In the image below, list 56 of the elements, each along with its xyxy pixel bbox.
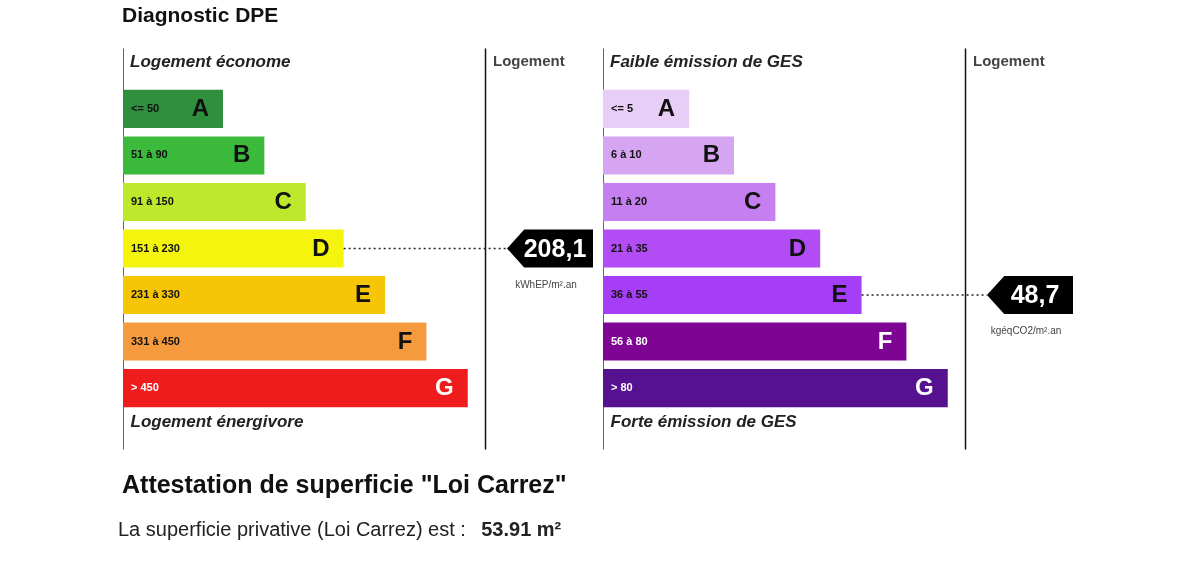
text: La superficie privative (Loi Carrez) est : xyxy=(118,518,466,540)
y-tick-label: G xyxy=(915,373,934,401)
annotation: 48,7 xyxy=(1010,280,1060,309)
bar xyxy=(123,136,265,175)
y-tick-label: A xyxy=(657,93,676,121)
bar xyxy=(603,89,690,129)
y-tick-label: D xyxy=(788,233,807,261)
y-tick-label: B xyxy=(233,140,251,168)
annotation: 21 à 35 xyxy=(611,241,648,254)
bar xyxy=(123,275,386,315)
bar xyxy=(123,229,344,268)
bar xyxy=(123,89,223,129)
y-tick-label: B xyxy=(702,140,721,168)
text: kgéqCO2/m².an xyxy=(990,325,1062,337)
annotation: 331 à 450 xyxy=(131,334,180,347)
y-tick-label: C xyxy=(274,186,292,214)
y-tick-label: C xyxy=(744,186,762,214)
x-axis-title: Forte émission de GES xyxy=(610,411,798,431)
y-tick-label: F xyxy=(397,326,413,354)
annotation: 208,1 xyxy=(523,233,587,262)
bar xyxy=(603,136,735,175)
bar xyxy=(123,368,468,408)
y-tick-label: E xyxy=(355,280,372,308)
bar xyxy=(603,182,776,222)
annotation: 51 à 90 xyxy=(131,148,168,161)
y-tick-label: F xyxy=(877,326,893,354)
annotation: <= 5 xyxy=(611,101,634,114)
annotation: 231 à 330 xyxy=(131,288,180,301)
chart-title: Diagnostic DPE xyxy=(122,3,279,26)
text: Attestation de superficie "Loi Carrez" xyxy=(122,470,567,498)
chart-subtitle: Logement économe xyxy=(130,52,291,71)
annotation: 6 à 10 xyxy=(611,148,642,161)
text: Logement xyxy=(493,52,565,69)
annotation: 91 à 150 xyxy=(131,194,174,207)
y-tick-label: D xyxy=(312,233,330,261)
bar xyxy=(603,275,862,315)
text: Logement xyxy=(973,52,1045,69)
annotation: 151 à 230 xyxy=(131,241,180,254)
text: kWhEP/m².an xyxy=(515,278,577,290)
annotation: > 80 xyxy=(611,381,633,394)
annotation: > 450 xyxy=(131,381,159,394)
bar xyxy=(123,182,306,222)
text: 53.91 m² xyxy=(481,518,562,540)
bar xyxy=(603,368,948,408)
y-tick-label: E xyxy=(831,280,848,308)
chart-subtitle: Faible émission de GES xyxy=(610,52,804,71)
annotation: 36 à 55 xyxy=(611,288,648,301)
annotation: 56 à 80 xyxy=(611,334,648,347)
annotation: 11 à 20 xyxy=(611,194,648,207)
y-tick-label: G xyxy=(435,373,454,401)
bar xyxy=(603,229,821,268)
x-axis-title: Logement énergivore xyxy=(130,411,304,431)
annotation: <= 50 xyxy=(131,101,160,114)
y-tick-label: A xyxy=(191,93,209,121)
bar xyxy=(603,322,907,361)
bar xyxy=(123,322,427,361)
